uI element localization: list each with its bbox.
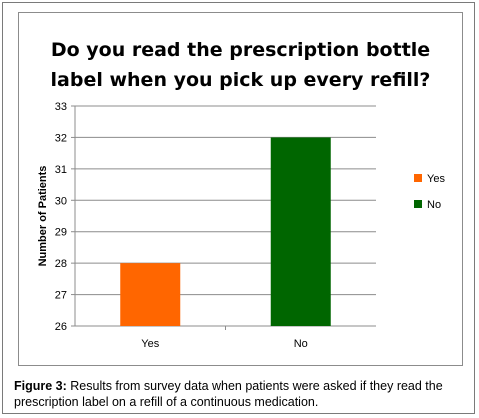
y-tick-label: 32 bbox=[55, 132, 67, 144]
figure-caption: Figure 3: Results from survey data when … bbox=[14, 378, 466, 410]
y-tick-label: 29 bbox=[55, 227, 67, 239]
bar-yes bbox=[120, 263, 181, 326]
caption-text: Results from survey data when patients w… bbox=[14, 379, 443, 409]
legend-label-yes: Yes bbox=[427, 173, 445, 185]
legend-label-no: No bbox=[427, 199, 441, 211]
y-tick-label: 28 bbox=[55, 258, 67, 270]
chart-title-line-1: Do you read the prescription bottle bbox=[50, 39, 431, 61]
y-tick-label: 33 bbox=[55, 101, 67, 113]
legend-swatch-no bbox=[414, 200, 422, 208]
y-axis-title: Number of Patients bbox=[37, 166, 49, 267]
x-tick-label: No bbox=[294, 338, 308, 350]
x-tick-label: Yes bbox=[141, 338, 159, 350]
legend-swatch-yes bbox=[414, 174, 422, 182]
chart-title-line-2: label when you pick up every refill? bbox=[50, 69, 431, 91]
y-tick-label: 30 bbox=[55, 195, 67, 207]
bar-no bbox=[270, 137, 331, 326]
y-tick-label: 31 bbox=[55, 164, 67, 176]
chart-frame: Do you read the prescription bottle labe… bbox=[18, 12, 463, 366]
chart-title: Do you read the prescription bottle labe… bbox=[19, 35, 462, 95]
caption-label: Figure 3: bbox=[14, 379, 67, 393]
bar-chart: 26 27 28 29 30 31 32 33 Yes No Number of Patients Y… bbox=[37, 101, 445, 350]
y-tick-label: 26 bbox=[55, 321, 67, 333]
y-tick-label: 27 bbox=[55, 290, 67, 302]
